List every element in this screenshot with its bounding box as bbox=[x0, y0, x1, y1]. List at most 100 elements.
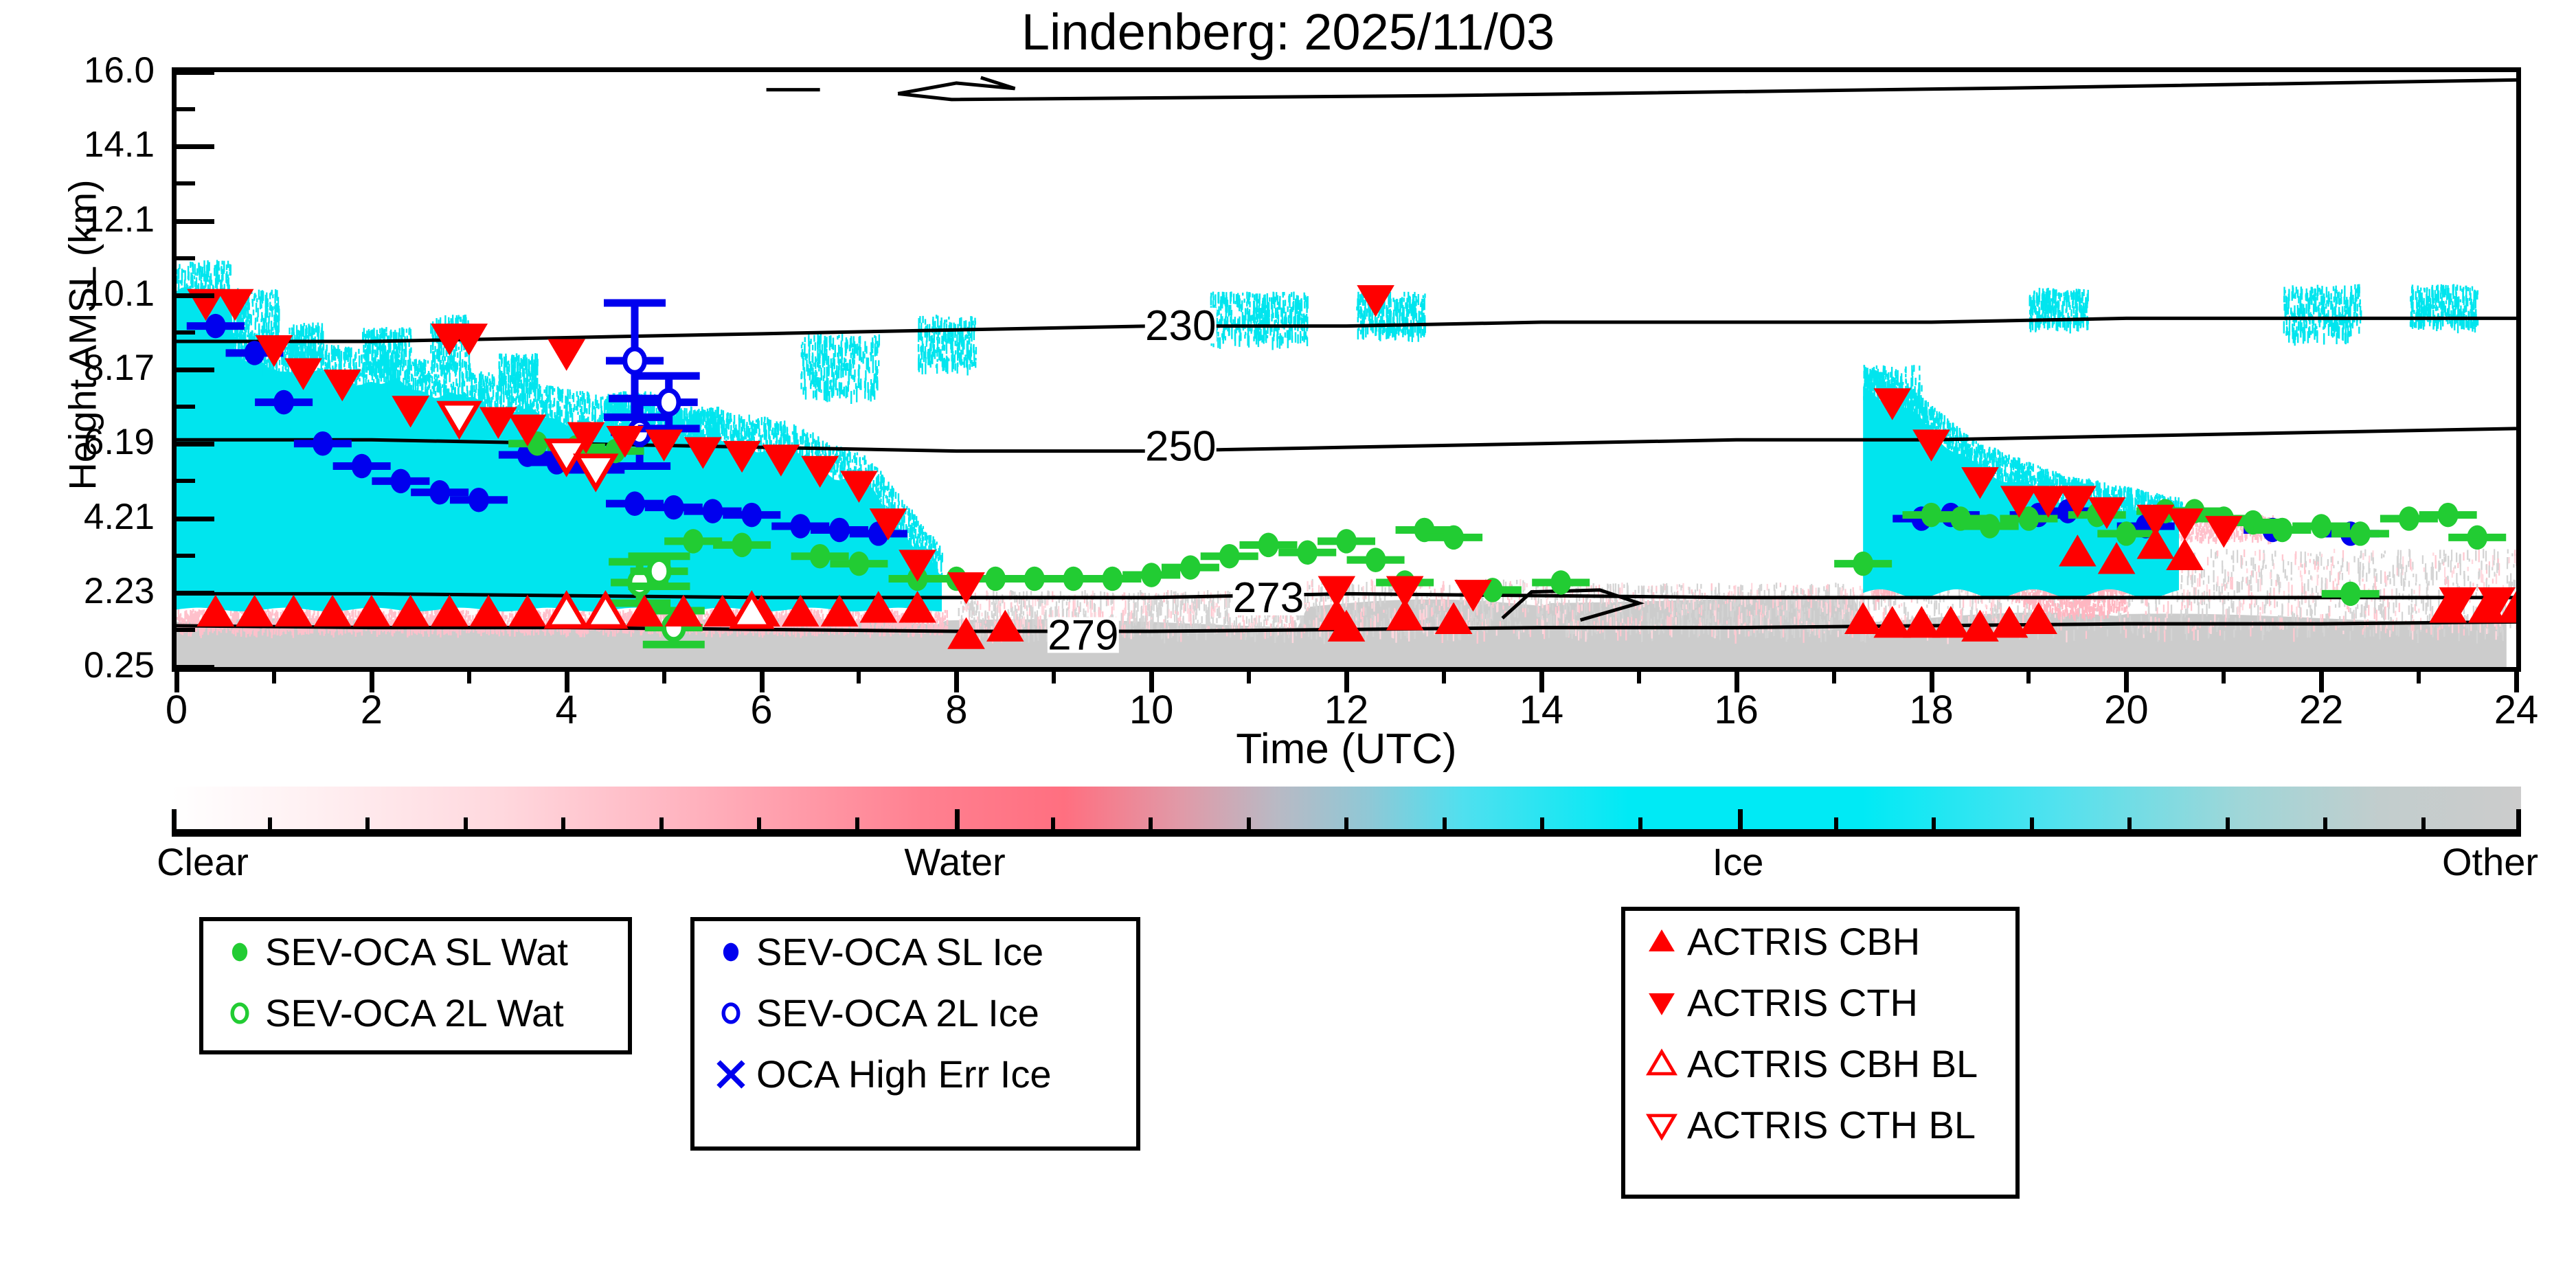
filled-triangle-up-icon bbox=[1640, 923, 1683, 961]
colorbar-tick-minor bbox=[1638, 817, 1642, 830]
legend-item-oca-high-err-ice[interactable]: OCA High Err Ice bbox=[694, 1043, 1136, 1105]
legend-item-sev-oca-sl-ice[interactable]: SEV-OCA SL Ice bbox=[694, 921, 1136, 982]
y-tick-label: 10.1 bbox=[83, 273, 155, 314]
colorbar-baseline bbox=[172, 829, 2521, 837]
x-tick-label: 20 bbox=[2104, 688, 2149, 732]
colorbar-tick-minor bbox=[2029, 817, 2034, 830]
y-tick-label: 16.0 bbox=[83, 50, 155, 91]
x-tick bbox=[1149, 672, 1155, 692]
x-tick bbox=[2514, 672, 2519, 692]
legend-label: ACTRIS CTH BL bbox=[1687, 1103, 1976, 1146]
legend-label: SEV-OCA 2L Wat bbox=[265, 991, 564, 1035]
series-actris-cth bbox=[187, 285, 2516, 620]
cross-icon bbox=[710, 1055, 752, 1094]
x-tick bbox=[2124, 672, 2129, 692]
x-tick-minor bbox=[2417, 672, 2421, 683]
colorbar-tick-minor bbox=[561, 817, 565, 830]
x-tick-minor bbox=[857, 672, 861, 683]
colorbar-tick-minor bbox=[365, 817, 370, 830]
x-tick-label: 0 bbox=[165, 688, 188, 732]
open-circle-icon bbox=[218, 994, 261, 1032]
contour-label: 250 bbox=[1145, 422, 1216, 470]
contour-label: 230 bbox=[1145, 302, 1216, 350]
y-tick bbox=[172, 516, 214, 521]
colorbar-tick-minor bbox=[2421, 817, 2426, 830]
colorbar-tick-minor bbox=[659, 817, 664, 830]
x-axis-label: Time (UTC) bbox=[1236, 725, 1457, 773]
y-tick-label: 8.17 bbox=[83, 348, 155, 388]
contour-label: 273 bbox=[1233, 574, 1304, 622]
colorbar-label: Water bbox=[904, 840, 1006, 883]
x-tick bbox=[1344, 672, 1349, 692]
page-title: Lindenberg: 2025/11/03 bbox=[1021, 3, 1555, 60]
colorbar-label: Clear bbox=[157, 840, 249, 883]
ice-legend: SEV-OCA SL Ice SEV-OCA 2L Ice OCA High Err… bbox=[690, 917, 1140, 1151]
y-tick-minor bbox=[172, 330, 195, 335]
classification-field: 230 250 273 279 bbox=[177, 76, 2516, 667]
y-tick-minor bbox=[172, 405, 195, 409]
colorbar-tick-minor bbox=[1833, 817, 1838, 830]
y-tick bbox=[172, 442, 214, 447]
x-tick-minor bbox=[662, 672, 666, 683]
colorbar-tick-minor bbox=[1149, 817, 1153, 830]
x-tick bbox=[2319, 672, 2325, 692]
legend-item-sev-oca-2l-ice[interactable]: SEV-OCA 2L Ice bbox=[694, 982, 1136, 1043]
colorbar-tick bbox=[1738, 809, 1743, 830]
x-tick-label: 8 bbox=[945, 688, 968, 732]
contour-label: 279 bbox=[1048, 611, 1118, 659]
filled-circle-icon bbox=[218, 933, 261, 971]
open-circle-icon bbox=[710, 994, 752, 1032]
actris-legend: ACTRIS CBH ACTRIS CTH ACTRIS CBH BL ACTRIS … bbox=[1621, 907, 2020, 1199]
legend-label: OCA High Err Ice bbox=[756, 1052, 1052, 1096]
x-tick bbox=[174, 672, 179, 692]
y-tick-label: 4.21 bbox=[83, 496, 155, 537]
x-tick bbox=[759, 672, 765, 692]
y-tick bbox=[172, 368, 214, 372]
legend-label: ACTRIS CTH bbox=[1687, 981, 1918, 1024]
colorbar-tick-minor bbox=[855, 817, 859, 830]
x-tick-minor bbox=[466, 672, 471, 683]
y-tick bbox=[172, 218, 214, 224]
y-tick-minor bbox=[172, 181, 195, 186]
legend-item-actris-cbh-bl[interactable]: ACTRIS CBH BL bbox=[1625, 1033, 2015, 1094]
x-tick-label: 18 bbox=[1909, 688, 1954, 732]
series-sev-oca-sl-wat bbox=[508, 431, 2507, 607]
colorbar-label: Other bbox=[2441, 840, 2539, 883]
x-tick-label: 12 bbox=[1324, 688, 1369, 732]
x-tick-label: 24 bbox=[2494, 688, 2539, 732]
legend-item-actris-cth[interactable]: ACTRIS CTH bbox=[1625, 972, 2015, 1033]
x-tick-minor bbox=[2026, 672, 2031, 683]
legend-label: SEV-OCA SL Ice bbox=[756, 930, 1044, 973]
y-tick-minor bbox=[172, 553, 195, 558]
colorbar-tick-minor bbox=[463, 817, 468, 830]
legend-item-sev-oca-sl-wat[interactable]: SEV-OCA SL Wat bbox=[203, 921, 628, 982]
y-tick-minor bbox=[172, 256, 195, 260]
colorbar-tick-minor bbox=[267, 817, 272, 830]
open-triangle-down-icon bbox=[1640, 1106, 1683, 1144]
colorbar-tick-minor bbox=[1246, 817, 1251, 830]
y-tick bbox=[172, 293, 214, 298]
colorbar-tick-minor bbox=[1344, 817, 1348, 830]
colorbar-tick-minor bbox=[1932, 817, 1936, 830]
colorbar-tick-minor bbox=[1050, 817, 1055, 830]
x-tick-label: 4 bbox=[555, 688, 578, 732]
colorbar-tick bbox=[955, 809, 960, 830]
colorbar-tick-minor bbox=[1442, 817, 1447, 830]
colorbar-tick-minor bbox=[1540, 817, 1544, 830]
y-tick bbox=[172, 144, 214, 150]
x-tick-label: 10 bbox=[1129, 688, 1174, 732]
legend-item-sev-oca-2l-wat[interactable]: SEV-OCA 2L Wat bbox=[203, 982, 628, 1043]
y-tick-label: 12.1 bbox=[83, 199, 155, 240]
x-tick-minor bbox=[1247, 672, 1252, 683]
colorbar-tick-minor bbox=[2323, 817, 2327, 830]
x-tick-label: 2 bbox=[360, 688, 383, 732]
open-triangle-up-icon bbox=[1640, 1045, 1683, 1083]
y-tick-label: 2.23 bbox=[83, 570, 155, 611]
y-tick-minor bbox=[172, 479, 195, 484]
y-tick bbox=[172, 590, 214, 596]
y-tick-label: 6.19 bbox=[83, 422, 155, 463]
legend-item-actris-cth-bl[interactable]: ACTRIS CTH BL bbox=[1625, 1094, 2015, 1155]
legend-item-actris-cbh[interactable]: ACTRIS CBH bbox=[1625, 911, 2015, 972]
y-tick-label: 14.1 bbox=[83, 124, 155, 166]
